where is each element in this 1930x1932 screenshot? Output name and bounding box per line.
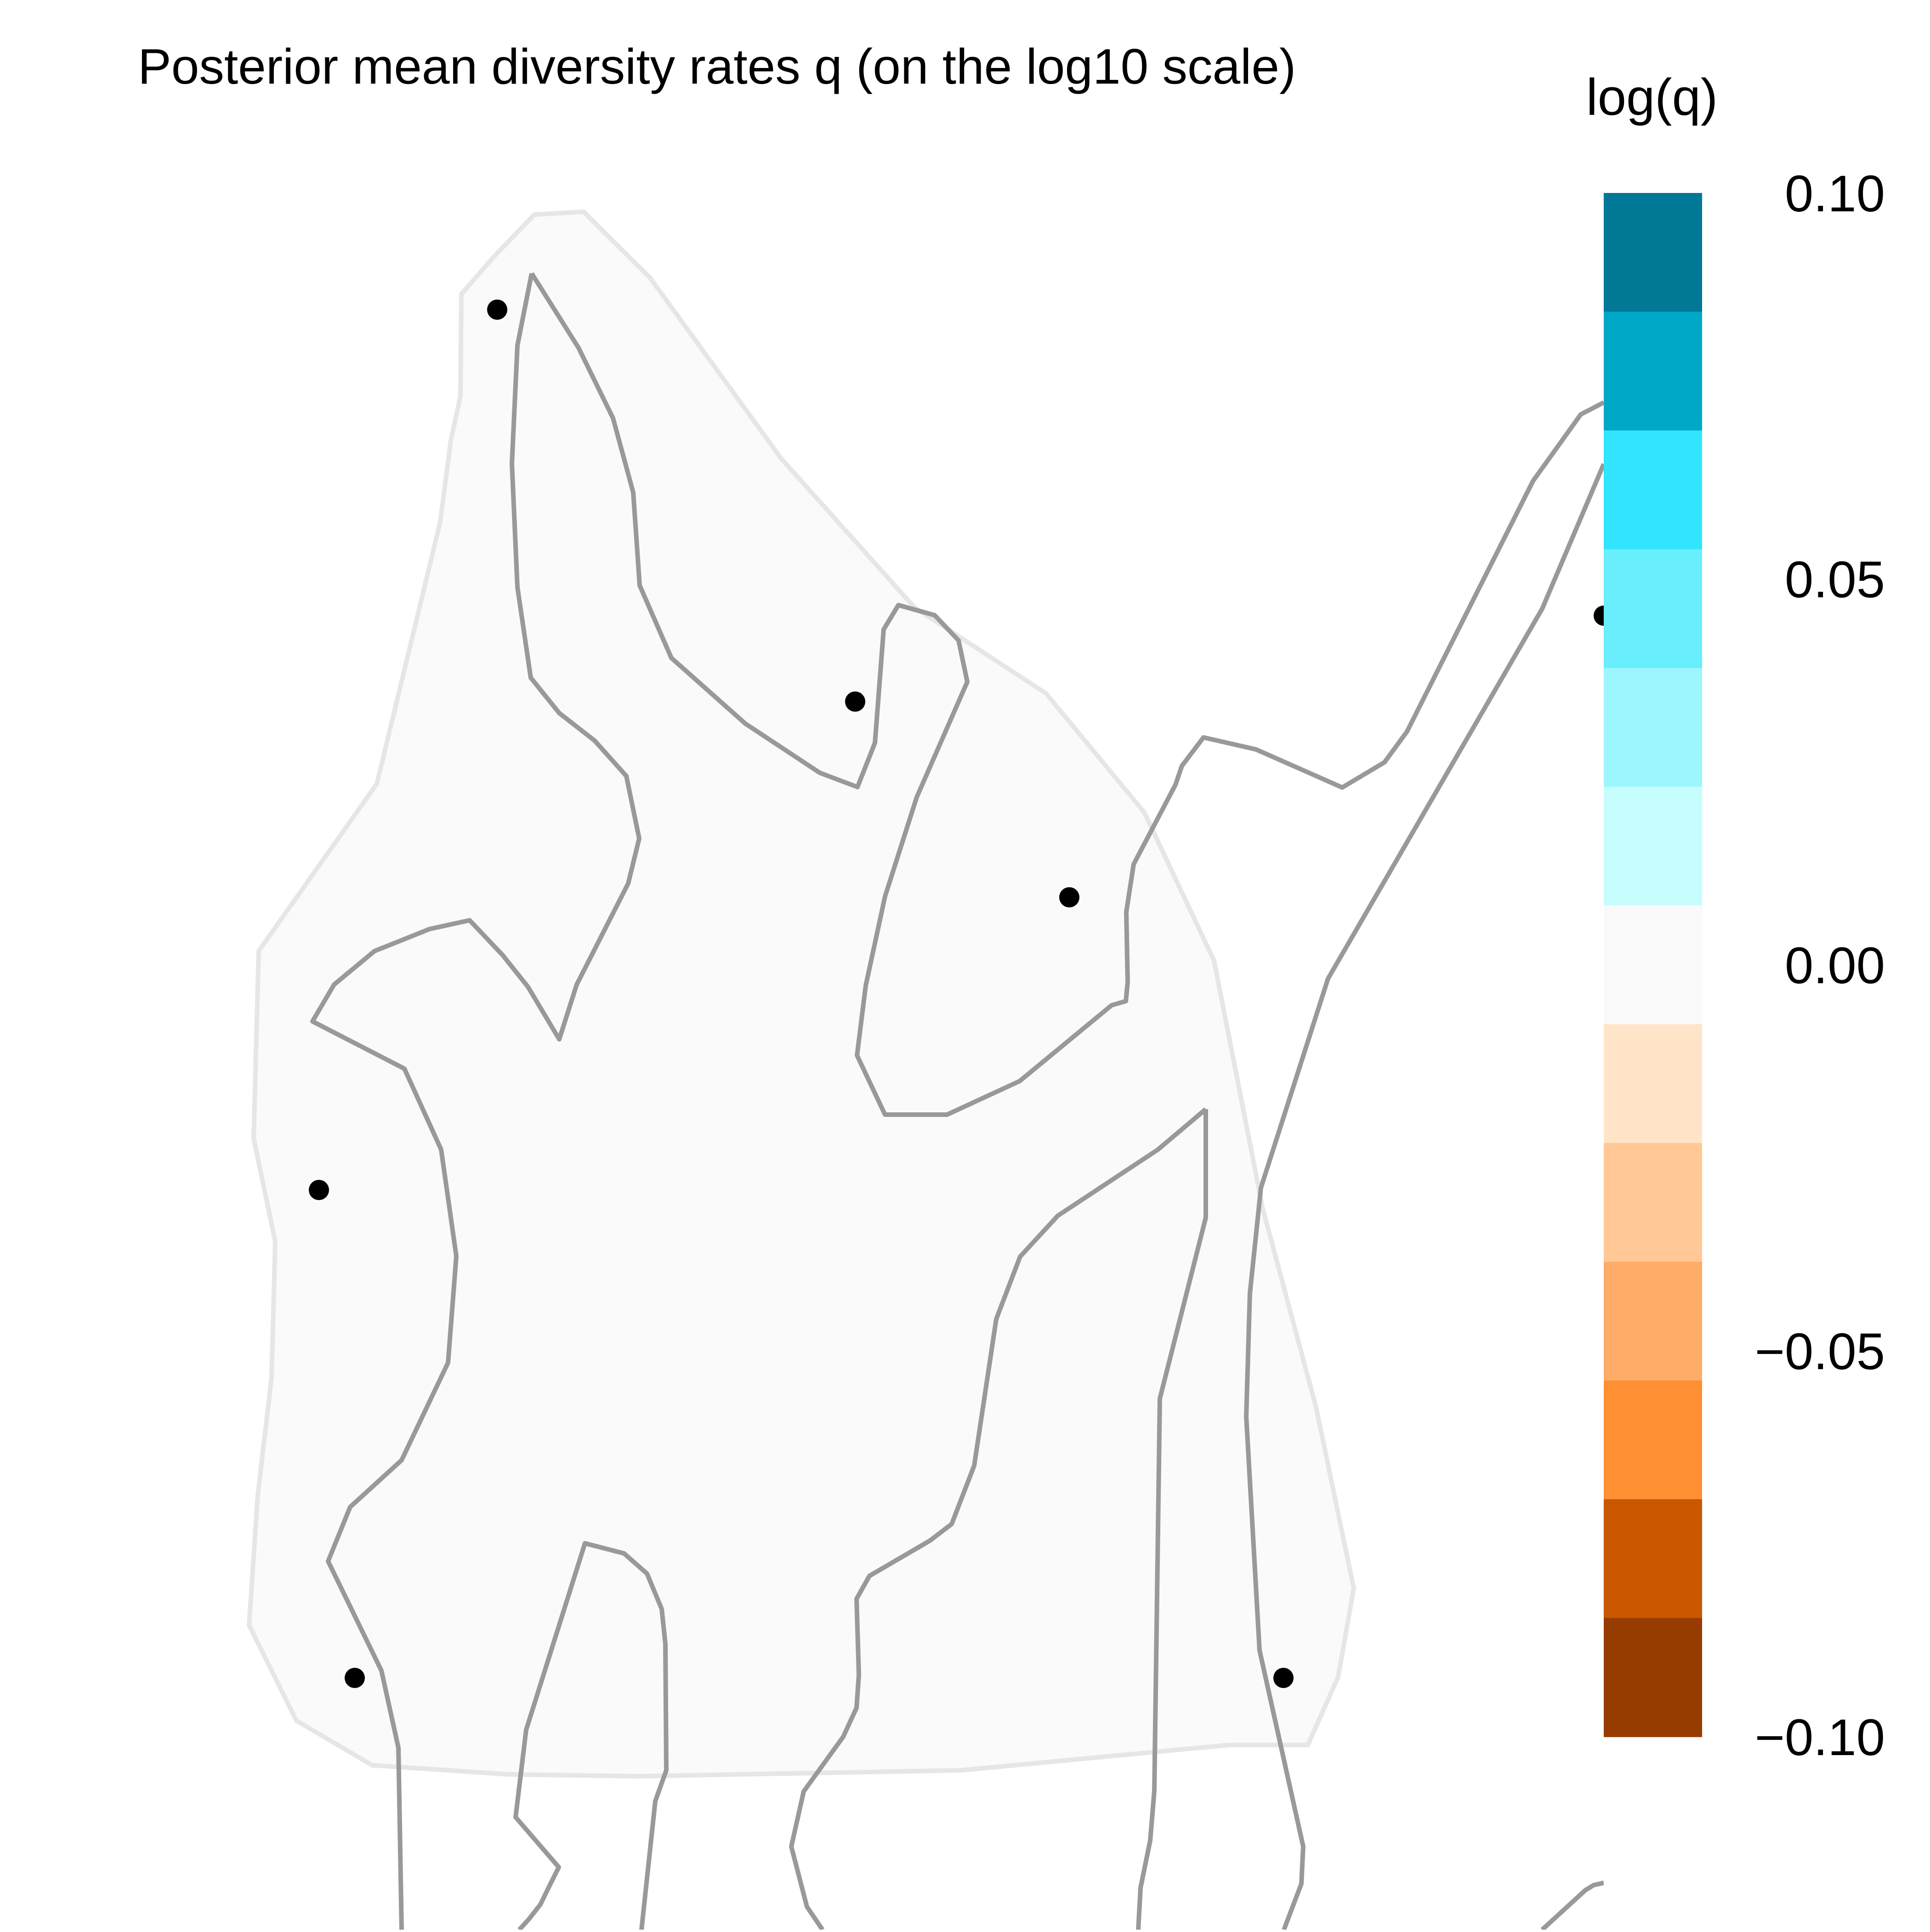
legend-color-step bbox=[1604, 312, 1702, 431]
legend-tick-label: −0.10 bbox=[1755, 1709, 1885, 1766]
border-line bbox=[310, 273, 641, 1930]
sample-site-marker bbox=[309, 1180, 329, 1200]
legend-title: log(q) bbox=[1586, 68, 1718, 126]
legend-color-step bbox=[1604, 1618, 1702, 1737]
legend-color-step bbox=[1604, 1380, 1702, 1500]
sample-site-marker bbox=[1273, 1668, 1294, 1688]
sample-sites bbox=[309, 300, 1604, 1688]
country-borders bbox=[310, 272, 1604, 1930]
legend-tick-label: −0.05 bbox=[1755, 1323, 1885, 1380]
legend-color-step bbox=[1604, 1262, 1702, 1381]
map-area bbox=[246, 209, 1604, 1930]
legend-tick-label: 0.10 bbox=[1785, 165, 1885, 222]
legend-tick-label: 0.05 bbox=[1785, 551, 1885, 608]
border-line bbox=[789, 1107, 1208, 1930]
legend-color-step bbox=[1604, 787, 1702, 906]
border-line bbox=[1244, 463, 1604, 1930]
border-line bbox=[1540, 1881, 1604, 1930]
color-legend: log(q) 0.10 0.05 0.00 −0.05 −0.10 bbox=[1586, 68, 1885, 1766]
sample-site-marker bbox=[1594, 606, 1604, 626]
border-line bbox=[529, 272, 1604, 1117]
legend-color-step bbox=[1604, 1499, 1702, 1619]
sample-site-marker bbox=[345, 1668, 365, 1688]
map-title: Posterior mean diversity rates q (on the… bbox=[138, 39, 1296, 95]
legend-color-step bbox=[1604, 1024, 1702, 1144]
legend-color-step bbox=[1604, 430, 1702, 550]
border-line bbox=[513, 1541, 669, 1930]
legend-tick-label: 0.00 bbox=[1785, 937, 1885, 994]
legend-color-bar bbox=[1604, 193, 1702, 1737]
legend-color-step bbox=[1604, 193, 1702, 312]
legend-tick-labels: 0.10 0.05 0.00 −0.05 −0.10 bbox=[1755, 165, 1885, 1766]
legend-color-step bbox=[1604, 549, 1702, 669]
sample-site-marker bbox=[845, 691, 865, 712]
legend-color-step bbox=[1604, 905, 1702, 1025]
sample-site-marker bbox=[487, 300, 507, 320]
legend-color-step bbox=[1604, 668, 1702, 788]
border-line bbox=[1136, 1109, 1208, 1930]
sample-site-marker bbox=[1059, 887, 1079, 907]
legend-color-step bbox=[1604, 1143, 1702, 1262]
habitat-region bbox=[246, 209, 1357, 1779]
